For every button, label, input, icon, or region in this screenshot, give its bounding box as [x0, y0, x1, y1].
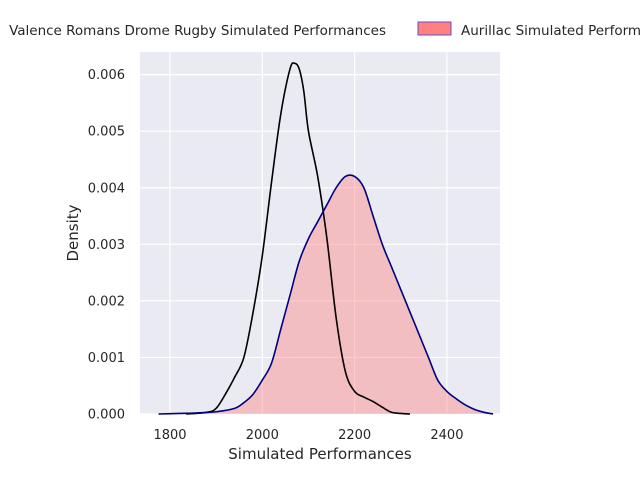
y-axis-ticks: 0.000 0.001 0.002 0.003 0.004 0.005 0.006	[88, 68, 125, 422]
series-area-1	[158, 175, 494, 414]
x-tick-label-0: 1800	[153, 428, 186, 443]
grid	[140, 52, 500, 415]
legend: Valence Romans Drome Rugby Simulated Per…	[9, 21, 640, 39]
x-axis-ticks: 1800 2000 2200 2400	[153, 428, 463, 443]
y-axis-label: Density	[64, 204, 82, 261]
y-tick-label-4: 0.004	[88, 181, 125, 196]
x-tick-label-2: 2200	[338, 428, 371, 443]
series-line-0	[186, 62, 411, 415]
legend-label-valence: Valence Romans Drome Rugby Simulated Per…	[9, 23, 386, 39]
plot-background	[140, 52, 500, 414]
y-tick-label-3: 0.003	[88, 238, 125, 253]
y-tick-label-1: 0.001	[88, 351, 125, 366]
x-tick-label-1: 2000	[246, 428, 279, 443]
y-tick-label-6: 0.006	[88, 68, 125, 83]
density-lines	[158, 62, 494, 415]
legend-label-aurillac: Aurillac Simulated Performances	[461, 23, 640, 39]
x-axis-label: Simulated Performances	[228, 445, 412, 463]
legend-swatch-aurillac	[417, 21, 452, 36]
density-areas	[158, 175, 494, 414]
series-line-1	[158, 174, 494, 415]
x-tick-label-3: 2400	[430, 428, 463, 443]
y-tick-label-2: 0.002	[88, 294, 125, 309]
y-tick-label-0: 0.000	[88, 408, 125, 423]
y-tick-label-5: 0.005	[88, 125, 125, 140]
